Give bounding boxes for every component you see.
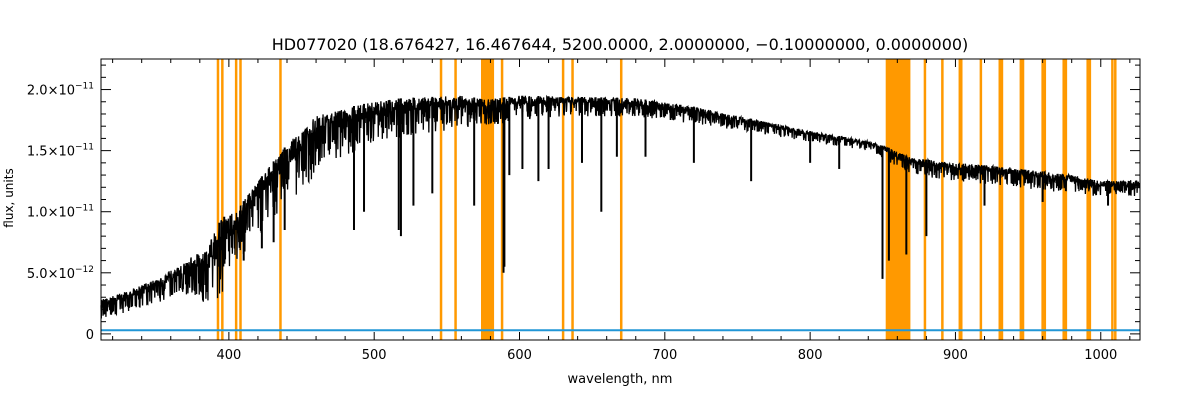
chart-title: HD077020 (18.676427, 16.467644, 5200.000… <box>272 35 969 54</box>
y-tick-label: 5.0×10−12 <box>27 265 94 282</box>
masked-span <box>480 59 495 340</box>
x-axis-label: wavelength, nm <box>568 372 673 387</box>
y-tick-label: 0 <box>86 328 94 343</box>
x-tick-label: 400 <box>216 348 241 363</box>
spectrum-series <box>100 94 1141 319</box>
x-tick-label: 600 <box>507 348 532 363</box>
x-tick-label: 900 <box>943 348 968 363</box>
y-axis: 0 5.0×10−12 1.0×10−11 1.5×10−11 2.0×10−11 <box>27 64 1140 343</box>
masked-regions <box>216 59 1117 340</box>
y-axis-label: flux, units <box>2 168 16 227</box>
y-tick-label: 2.0×10−11 <box>27 82 94 99</box>
x-axis: 400 500 600 700 800 900 1000 <box>112 59 1131 363</box>
x-tick-label: 800 <box>798 348 823 363</box>
x-tick-label: 700 <box>652 348 677 363</box>
x-tick-label: 500 <box>362 348 387 363</box>
y-tick-label: 1.0×10−11 <box>27 204 94 221</box>
x-tick-label: 1000 <box>1084 348 1117 363</box>
y-tick-label: 1.5×10−11 <box>27 143 94 160</box>
